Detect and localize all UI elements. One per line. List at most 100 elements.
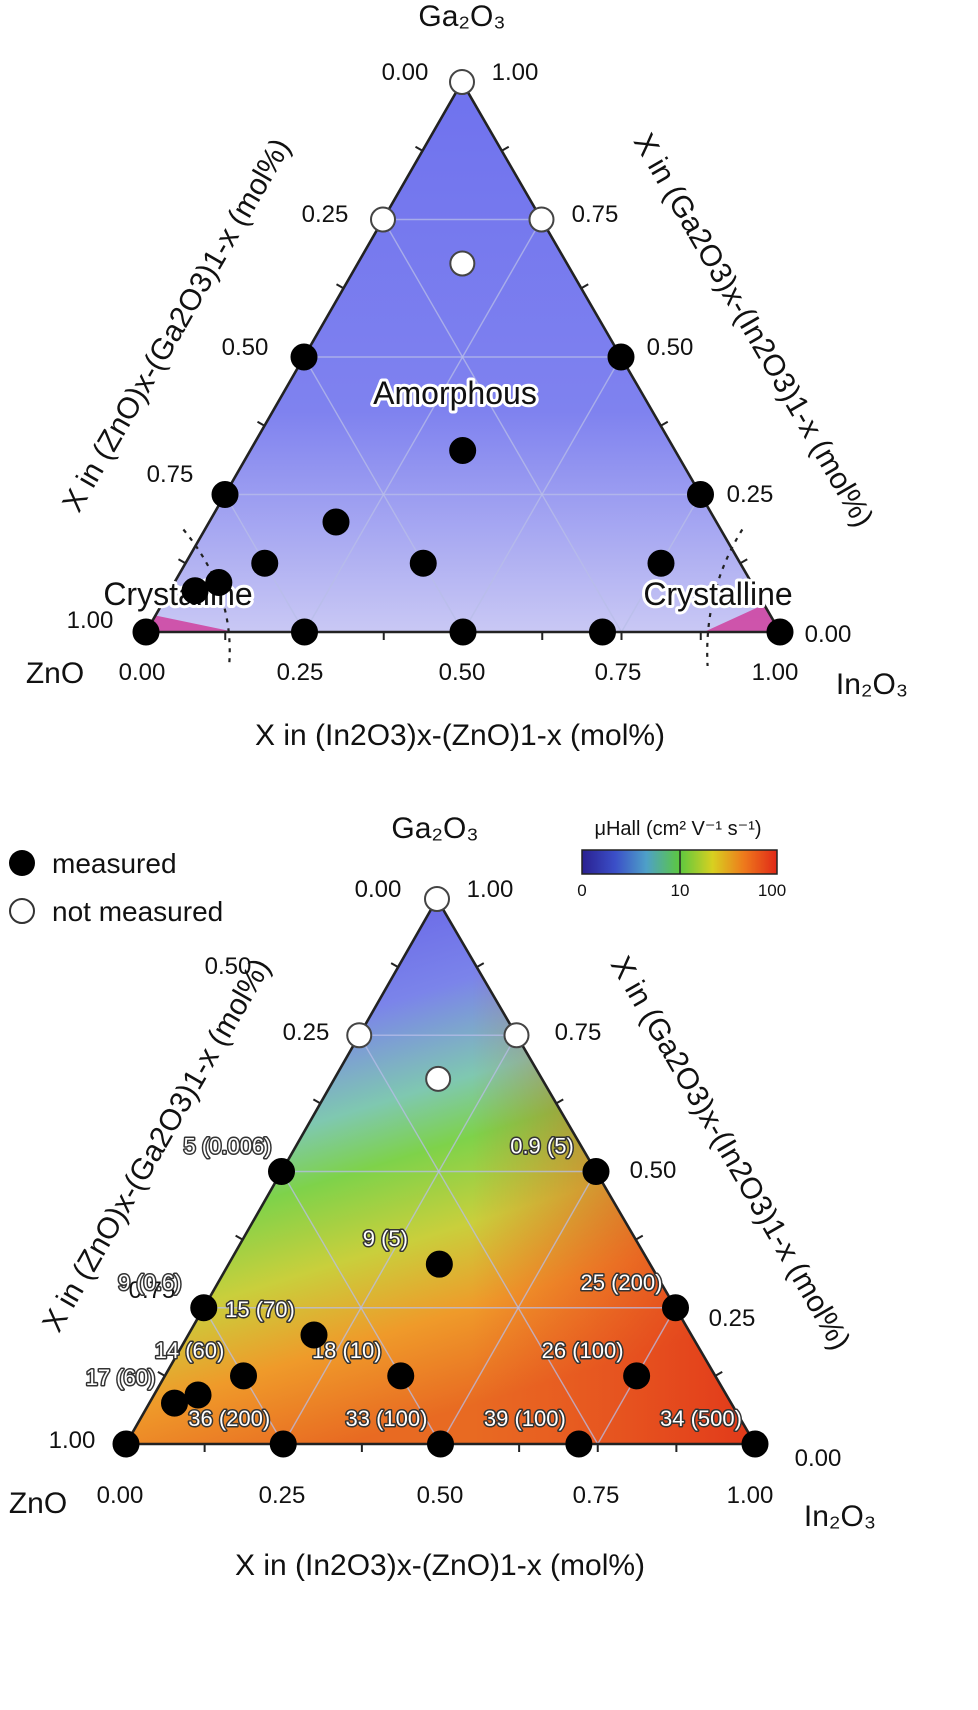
data-point-measured <box>425 1250 453 1278</box>
phase-boundary-right <box>706 528 744 667</box>
grid-line <box>358 1034 599 1445</box>
right-tick-0.25: 0.25 <box>727 481 774 508</box>
grid-line <box>303 356 464 633</box>
region-label-amorphous: Amorphous <box>373 375 537 411</box>
tick-mark <box>390 962 399 968</box>
bottom-tick-0.00: 0.00 <box>119 659 166 686</box>
data-point-measured <box>582 1158 610 1185</box>
mobility-label: 34 (500) <box>660 1406 742 1431</box>
data-points <box>112 886 769 1458</box>
data-point-measured <box>449 618 477 646</box>
right-tick-0.50: 0.50 <box>647 334 694 361</box>
data-point-measured <box>322 508 350 536</box>
legend-label-not-measured: not measured <box>52 896 223 927</box>
tick-mark <box>739 558 748 565</box>
data-point-measured <box>211 481 239 508</box>
data-points <box>132 69 794 646</box>
data-point-measured <box>662 1294 689 1322</box>
data-point-measured <box>290 343 318 371</box>
bottom-tick-0.25: 0.25 <box>259 1482 306 1509</box>
data-point-measured <box>687 481 714 508</box>
data-point-measured <box>184 1381 212 1409</box>
vertex-label-left: ZnO <box>26 657 84 690</box>
left-tick-0.50: 0.50 <box>205 953 252 980</box>
colorbar-tick-10: 10 <box>671 881 690 900</box>
crystalline-region-right-fill <box>703 604 780 632</box>
tick-mark <box>476 962 485 968</box>
colorbar-tick-0: 0 <box>577 881 586 900</box>
tick-label-top-right: 1.00 <box>467 876 514 903</box>
legend-label-measured: measured <box>52 848 177 879</box>
tick-mark <box>555 1098 564 1105</box>
mobility-label: 33 (100) <box>346 1406 428 1431</box>
vertex-label-left: ZnO <box>9 1487 67 1520</box>
tick-mark <box>415 145 423 152</box>
data-point-not-measured <box>424 886 450 912</box>
data-point-measured <box>230 1362 257 1390</box>
data-point-measured <box>623 1362 651 1390</box>
data-point-not-measured <box>370 206 396 233</box>
mobility-label: 26 (100) <box>542 1338 624 1363</box>
bottom-tick-0.25: 0.25 <box>277 659 324 686</box>
data-point-not-measured <box>449 250 476 277</box>
tick-mark <box>635 1234 644 1241</box>
grid-line <box>439 1171 597 1445</box>
data-point-measured <box>132 618 160 646</box>
tick-mark <box>157 1371 166 1377</box>
crystalline-region-left-fill <box>146 615 235 632</box>
right-tick-0.00: 0.00 <box>805 621 852 648</box>
grid-line <box>382 219 623 633</box>
mobility-value-labels: 5 (0.006) 0.9 (5) 9 (5) 9 (0.6) 25 (200) 15 (… <box>84 1132 743 1433</box>
mobility-label: 14 (60) <box>155 1338 225 1363</box>
left-tick-0.50: 0.50 <box>222 334 269 361</box>
bottom-tick-0.00: 0.00 <box>97 1482 144 1509</box>
vertex-label-top: Ga₂O₃ <box>418 0 505 33</box>
mobility-label: 17 (60) <box>86 1365 156 1390</box>
left-tick-0.25: 0.25 <box>302 201 349 228</box>
mobility-label: 0.9 (5) <box>510 1134 574 1159</box>
data-point-measured <box>565 1430 593 1458</box>
tick-label-top-left: 0.00 <box>382 59 429 86</box>
grid-line <box>280 1171 442 1445</box>
mobility-label: 36 (200) <box>188 1406 270 1431</box>
bottom-tick-1.00: 1.00 <box>752 659 799 686</box>
tick-mark <box>336 283 344 290</box>
bottom-axis-label: X in (In2O3)x-(ZnO)1-x (mol%) <box>255 719 665 752</box>
grid-line <box>462 356 622 633</box>
vertex-label-top: Ga₂O₃ <box>391 812 478 845</box>
data-point-measured <box>268 1158 295 1185</box>
colorbar-title: μHall (cm² V⁻¹ s⁻¹) <box>594 818 761 840</box>
legend-marker-measured <box>9 850 35 876</box>
left-tick-0.75: 0.75 <box>147 461 194 488</box>
tick-label-top-left: 0.00 <box>355 876 402 903</box>
data-point-measured <box>427 1430 454 1458</box>
tick-mark <box>501 145 510 152</box>
mobility-label: 9 (5) <box>363 1226 408 1251</box>
tick-mark <box>257 420 265 427</box>
bottom-tick-0.50: 0.50 <box>439 659 486 686</box>
data-point-not-measured <box>503 1022 530 1049</box>
data-point-not-measured <box>528 206 555 233</box>
data-point-measured <box>647 549 675 577</box>
mobility-label: 5 (0.006) <box>183 1134 271 1159</box>
tick-mark <box>178 558 186 565</box>
data-point-measured <box>291 618 318 646</box>
tick-label-top-right: 1.00 <box>492 59 539 86</box>
right-tick-0.25: 0.25 <box>709 1305 756 1332</box>
tick-mark <box>312 1098 321 1105</box>
phase-boundary-left <box>182 528 231 667</box>
grid-line <box>303 219 543 633</box>
data-point-measured <box>607 343 635 371</box>
data-point-measured <box>409 549 437 577</box>
left-tick-0.75: 0.75 <box>129 1277 176 1304</box>
data-point-measured <box>205 569 233 596</box>
data-point-measured <box>181 577 209 605</box>
tick-mark <box>235 1234 244 1241</box>
data-point-measured <box>300 1321 328 1349</box>
data-point-measured <box>588 618 616 646</box>
tick-mark <box>714 1371 723 1377</box>
data-point-measured <box>112 1430 140 1458</box>
panel-hall-mobility: Ga₂O₃ ZnO In₂O₃ measured not measured μH… <box>9 812 876 1582</box>
tick-mark <box>660 420 669 427</box>
